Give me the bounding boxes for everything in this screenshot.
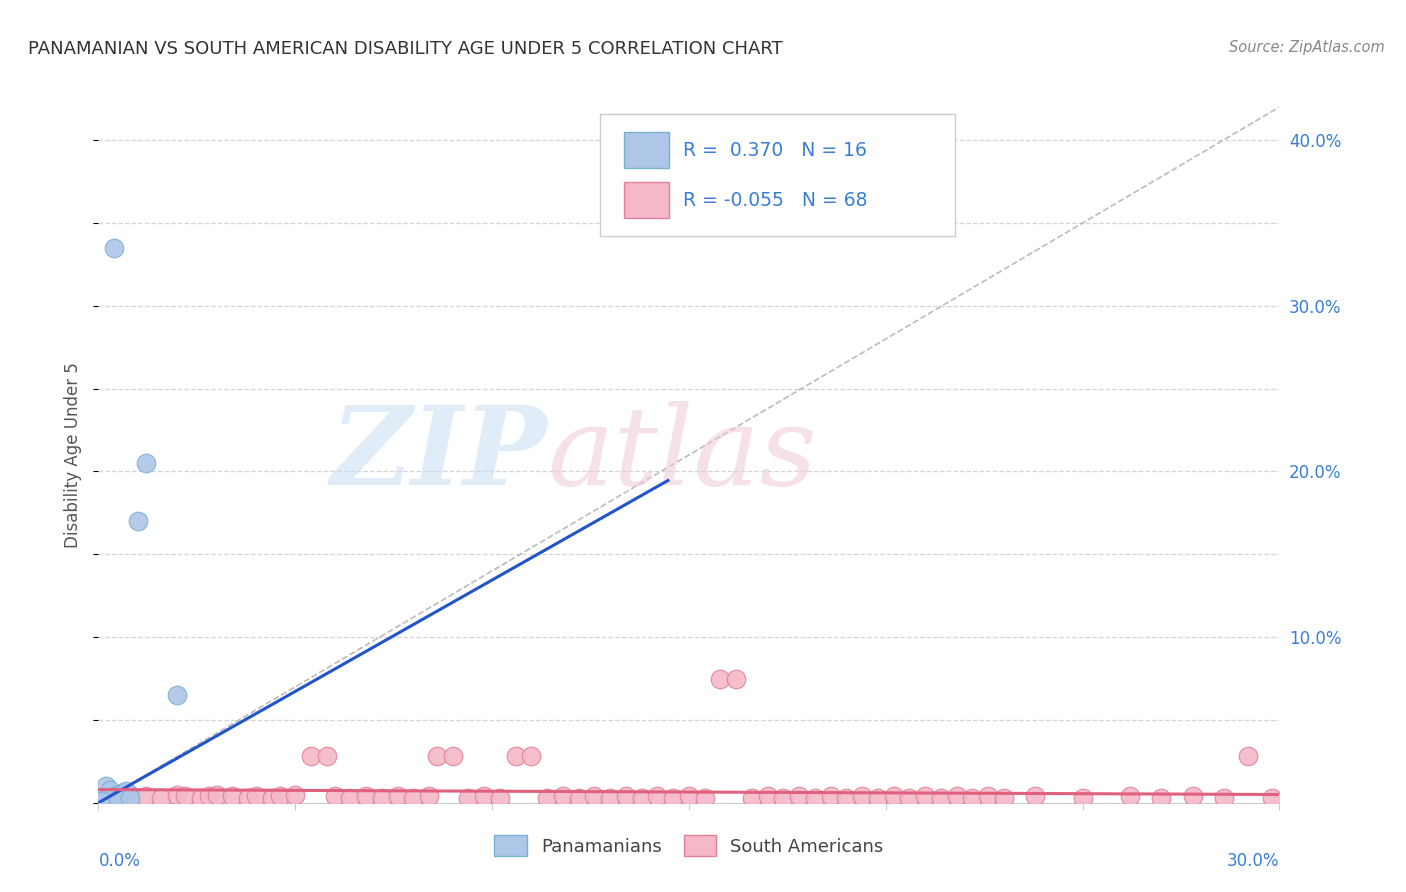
Point <box>851 789 873 804</box>
Text: atlas: atlas <box>547 401 817 508</box>
Point <box>678 789 700 804</box>
Point <box>260 790 283 805</box>
Point <box>441 749 464 764</box>
Point <box>772 790 794 805</box>
Point <box>647 789 669 804</box>
Point <box>945 789 967 804</box>
Point <box>115 784 138 798</box>
Point <box>709 672 731 686</box>
Point <box>127 514 149 528</box>
Point <box>662 790 685 805</box>
Point <box>551 789 574 804</box>
Point <box>299 749 322 764</box>
Point <box>245 789 267 804</box>
Point <box>898 790 921 805</box>
Point <box>914 789 936 804</box>
Point <box>166 688 188 702</box>
Point <box>118 790 141 805</box>
Point <box>197 789 219 804</box>
Point <box>1213 790 1236 805</box>
FancyBboxPatch shape <box>624 132 669 169</box>
Point <box>107 792 129 806</box>
Text: 30.0%: 30.0% <box>1227 852 1279 870</box>
Point <box>98 782 121 797</box>
Point <box>457 790 479 805</box>
Point <box>205 788 228 802</box>
Point <box>284 788 307 802</box>
Point <box>98 790 121 805</box>
Point <box>1024 789 1046 804</box>
Point <box>787 789 810 804</box>
Point <box>520 749 543 764</box>
Point <box>1181 789 1204 804</box>
Point <box>472 789 495 804</box>
Point <box>135 789 157 804</box>
Point <box>96 792 118 806</box>
Point <box>1071 790 1094 805</box>
Point <box>371 790 394 805</box>
Point <box>725 672 748 686</box>
Point <box>339 790 361 805</box>
Point <box>111 786 134 800</box>
Point <box>993 790 1015 805</box>
Point <box>929 790 952 805</box>
Point <box>1260 790 1282 805</box>
Point <box>323 789 346 804</box>
Text: R =  0.370   N = 16: R = 0.370 N = 16 <box>683 141 868 160</box>
Point <box>614 789 637 804</box>
Point <box>1119 789 1142 804</box>
Point <box>236 790 259 805</box>
Point <box>426 749 449 764</box>
Point <box>835 790 858 805</box>
Point <box>221 789 243 804</box>
Point <box>693 790 716 805</box>
Point <box>820 789 842 804</box>
Point <box>536 790 558 805</box>
Point <box>489 790 512 805</box>
Point <box>103 241 125 255</box>
Text: R = -0.055   N = 68: R = -0.055 N = 68 <box>683 192 868 211</box>
Point <box>150 790 173 805</box>
Point <box>756 789 779 804</box>
FancyBboxPatch shape <box>600 114 955 235</box>
Point <box>630 790 652 805</box>
Point <box>315 749 337 764</box>
Point <box>866 790 889 805</box>
Point <box>568 790 591 805</box>
Point <box>418 789 440 804</box>
Point <box>1150 790 1173 805</box>
Point <box>741 790 763 805</box>
Point <box>91 790 114 805</box>
Point <box>135 456 157 470</box>
Point <box>103 789 125 804</box>
Point <box>583 789 606 804</box>
Point <box>804 790 827 805</box>
Point <box>977 789 1000 804</box>
Point <box>1237 749 1260 764</box>
Legend: Panamanians, South Americans: Panamanians, South Americans <box>486 828 891 863</box>
Point <box>118 788 141 802</box>
Point <box>505 749 527 764</box>
Text: ZIP: ZIP <box>330 401 547 508</box>
Text: PANAMANIAN VS SOUTH AMERICAN DISABILITY AGE UNDER 5 CORRELATION CHART: PANAMANIAN VS SOUTH AMERICAN DISABILITY … <box>28 40 783 58</box>
Point <box>269 789 291 804</box>
Point <box>387 789 409 804</box>
Point <box>962 790 984 805</box>
Y-axis label: Disability Age Under 5: Disability Age Under 5 <box>65 362 83 548</box>
Point <box>166 788 188 802</box>
FancyBboxPatch shape <box>624 182 669 219</box>
Point <box>96 779 118 793</box>
Point <box>883 789 905 804</box>
Text: Source: ZipAtlas.com: Source: ZipAtlas.com <box>1229 40 1385 55</box>
Text: 0.0%: 0.0% <box>98 852 141 870</box>
Point <box>107 788 129 802</box>
Point <box>599 790 621 805</box>
Point <box>354 789 377 804</box>
Point <box>402 790 425 805</box>
Point <box>190 790 212 805</box>
Point <box>91 794 114 808</box>
Point <box>174 789 197 804</box>
